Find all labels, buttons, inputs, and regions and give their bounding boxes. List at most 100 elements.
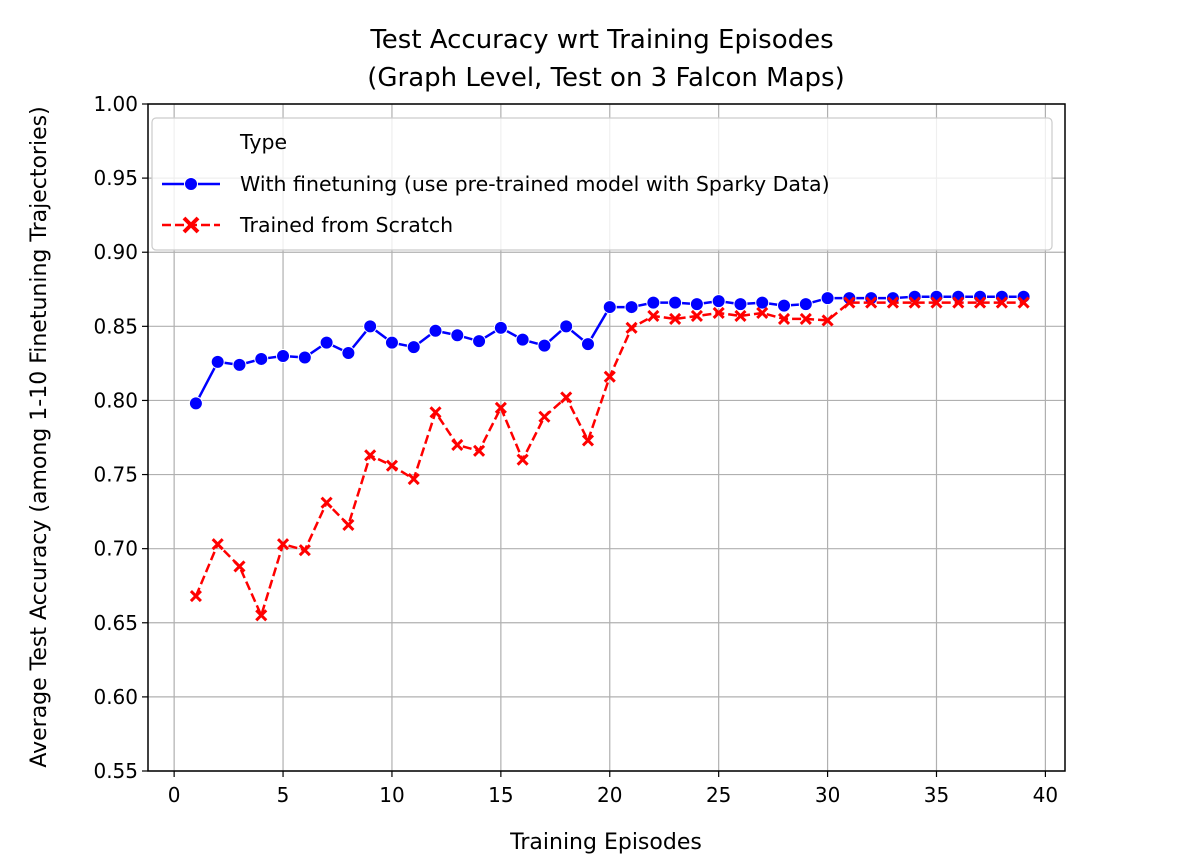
y-tick-label: 0.90 — [93, 240, 138, 264]
legend-box — [151, 117, 1053, 251]
chart-title-line-1: Test Accuracy wrt Training Episodes — [369, 25, 833, 55]
data-point — [580, 337, 595, 352]
data-point — [451, 438, 464, 451]
data-point — [560, 391, 573, 404]
legend-label-trained-from-scratch: Trained from Scratch — [239, 213, 453, 237]
data-point — [603, 370, 616, 383]
x-tick-label: 20 — [597, 783, 622, 807]
chart-title-line-2: (Graph Level, Test on 3 Falcon Maps) — [367, 63, 844, 93]
series-trained-from-scratch — [189, 296, 1030, 622]
data-point — [602, 300, 617, 315]
data-point — [472, 334, 487, 349]
data-point — [188, 396, 203, 411]
data-point — [952, 296, 965, 309]
data-point — [733, 297, 748, 312]
x-tick-label: 5 — [277, 783, 290, 807]
data-point — [930, 296, 943, 309]
data-point — [450, 328, 465, 343]
data-point — [777, 298, 792, 313]
legend-marker-with-finetuning — [184, 177, 198, 191]
data-point — [1017, 296, 1030, 309]
y-tick-label: 0.60 — [93, 685, 138, 709]
data-point — [734, 309, 747, 323]
legend-entry-with-finetuning: With finetuning (use pre-trained model w… — [162, 172, 830, 196]
data-point — [820, 291, 835, 306]
data-point — [319, 335, 334, 350]
data-point — [406, 340, 421, 355]
legend-marker-trained-from-scratch — [182, 216, 200, 234]
data-point — [363, 319, 378, 334]
y-tick-label: 0.55 — [93, 759, 138, 783]
data-point — [755, 295, 770, 310]
data-point — [647, 309, 660, 323]
data-point — [625, 321, 638, 334]
data-point — [341, 346, 356, 361]
axis-ticks: 0 5 10 15 20 25 30 35 40 0.55 0.60 0.65 0.70 0.75 0.80… — [93, 92, 1058, 807]
x-tick-label: 0 — [168, 783, 181, 807]
data-point — [537, 338, 552, 353]
data-point — [516, 453, 529, 466]
data-point — [973, 296, 987, 309]
data-point — [407, 472, 420, 486]
x-axis-label: Training Episodes — [509, 830, 702, 855]
x-tick-label: 25 — [706, 783, 731, 807]
x-tick-label: 40 — [1033, 783, 1058, 807]
x-tick-label: 10 — [379, 783, 404, 807]
data-point — [473, 444, 486, 457]
data-point — [690, 309, 703, 323]
data-point — [210, 354, 225, 369]
data-point — [689, 297, 704, 312]
y-tick-label: 1.00 — [93, 92, 138, 116]
data-point — [254, 351, 269, 366]
y-tick-label: 0.85 — [93, 314, 138, 338]
data-point — [756, 306, 769, 320]
data-point — [320, 496, 333, 509]
series-layer — [188, 289, 1031, 622]
data-point — [798, 297, 813, 312]
data-point — [624, 300, 639, 315]
legend-title: Type — [239, 130, 287, 154]
data-point — [668, 295, 683, 310]
data-point — [494, 401, 507, 414]
x-tick-label: 35 — [924, 783, 949, 807]
data-point — [211, 538, 224, 551]
data-point — [559, 319, 574, 334]
data-point — [364, 449, 377, 462]
data-point — [581, 434, 595, 447]
data-point — [428, 323, 443, 338]
data-point — [255, 609, 268, 622]
data-point — [515, 332, 530, 347]
data-point — [189, 590, 202, 603]
y-axis-label: Average Test Accuracy (among 1-10 Finetu… — [27, 106, 52, 767]
data-point — [276, 348, 291, 363]
plot-frame — [147, 103, 1066, 772]
x-tick-label: 15 — [488, 783, 513, 807]
y-tick-label: 0.95 — [93, 166, 138, 190]
y-tick-label: 0.70 — [93, 537, 138, 561]
data-point — [908, 296, 921, 309]
data-point — [646, 295, 661, 310]
data-point — [777, 312, 791, 325]
data-point — [384, 335, 399, 350]
data-point — [711, 294, 726, 309]
y-tick-label: 0.65 — [93, 611, 138, 635]
data-point — [843, 296, 856, 309]
y-tick-label: 0.80 — [93, 388, 138, 412]
data-point — [342, 518, 355, 532]
data-point — [886, 296, 899, 309]
legend-label-with-finetuning: With finetuning (use pre-trained model w… — [240, 172, 830, 196]
data-point — [385, 459, 399, 472]
data-point — [276, 538, 290, 551]
data-point — [538, 410, 551, 423]
data-point — [799, 312, 812, 325]
data-point — [493, 320, 508, 335]
legend: Type With finetuning (use pre-trained mo… — [151, 117, 1053, 251]
x-tick-label: 30 — [815, 783, 840, 807]
data-point — [865, 296, 878, 309]
data-point — [821, 314, 834, 327]
data-point — [297, 350, 312, 365]
data-point — [995, 296, 1008, 309]
data-point — [233, 560, 246, 573]
